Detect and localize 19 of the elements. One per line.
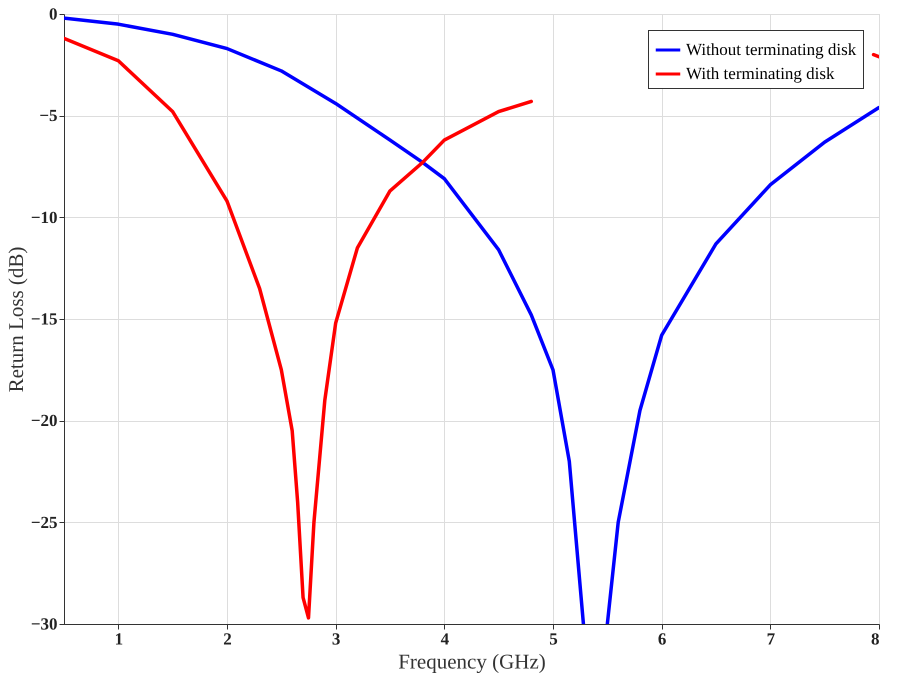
y-tick-label: 0 — [49, 4, 58, 24]
x-tick-label: 1 — [114, 630, 124, 648]
y-tick-label: −15 — [30, 310, 58, 328]
x-tick-label: 5 — [549, 630, 558, 648]
x-tick-label: 8 — [871, 630, 880, 648]
legend-label: With terminating disk — [686, 64, 836, 83]
y-tick-label: −10 — [30, 208, 58, 227]
y-tick-label: −25 — [30, 512, 58, 532]
x-tick-label: 3 — [332, 630, 340, 648]
y-axis-title: Return Loss (dB) — [4, 246, 28, 392]
x-tick-label: 2 — [223, 630, 232, 648]
x-tick-label: 4 — [440, 630, 450, 648]
y-tick-label: −5 — [39, 106, 58, 126]
y-tick-label: −20 — [30, 411, 58, 430]
x-axis-title: Frequency (GHz) — [398, 650, 546, 674]
x-tick-label: 6 — [658, 630, 666, 648]
y-tick-label: −30 — [30, 614, 58, 634]
x-tick-label: 7 — [766, 630, 776, 648]
legend-label: Without terminating disk — [686, 40, 857, 59]
